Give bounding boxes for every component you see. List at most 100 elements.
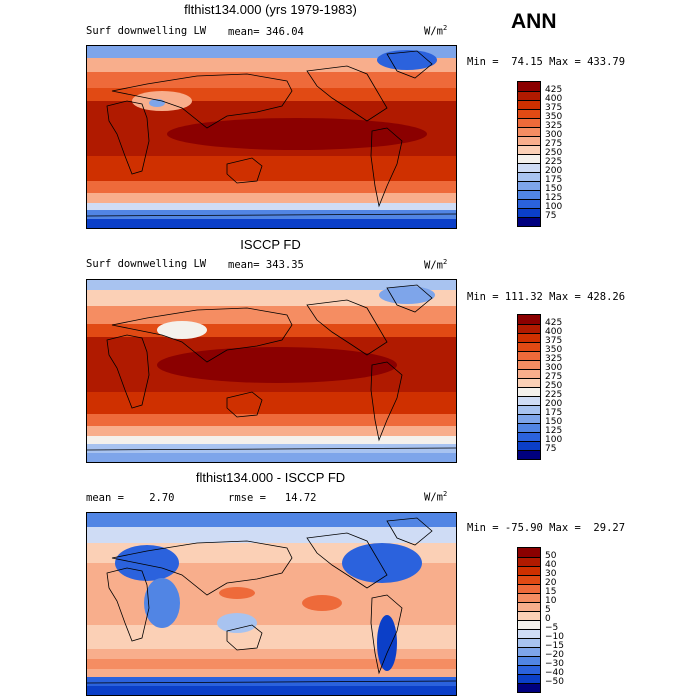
colorbar-separator <box>518 450 540 451</box>
colorbar-tick-label: 175 <box>545 174 563 185</box>
colorbar-box <box>518 557 540 566</box>
colorbar-tick-label: 50 <box>545 550 557 561</box>
colorbar-tick-label: 200 <box>545 398 563 409</box>
panel2-title: ISCCP FD <box>240 237 301 252</box>
colorbar-box <box>518 647 540 656</box>
colorbar-separator <box>518 324 540 325</box>
colorbar-box <box>518 432 540 441</box>
colorbar-tick-label: 375 <box>545 335 563 346</box>
colorbar-tick-label: 175 <box>545 407 563 418</box>
colorbar-box <box>518 405 540 414</box>
colorbar-tick-label: 0 <box>545 613 551 624</box>
colorbar-box <box>518 611 540 620</box>
colorbar-tick-label: 20 <box>545 577 557 588</box>
colorbar-tick-label: 100 <box>545 434 563 445</box>
colorbar-separator <box>518 378 540 379</box>
colorbar-tick-label: 40 <box>545 559 557 570</box>
colorbar-separator <box>518 136 540 137</box>
colorbar-separator <box>518 656 540 657</box>
colorbar-separator <box>518 620 540 621</box>
colorbar-tick-label: 100 <box>545 201 563 212</box>
colorbar-box <box>518 450 540 459</box>
panel2-mean: mean= 343.35 <box>228 259 304 271</box>
colorbar-box <box>518 396 540 405</box>
colorbar-separator <box>518 360 540 361</box>
panel2-map <box>86 279 457 463</box>
colorbar-box <box>518 109 540 118</box>
colorbar-box <box>518 674 540 683</box>
colorbar-separator <box>518 190 540 191</box>
panel1-minmax: Min = 74.15 Max = 433.79 <box>467 56 626 68</box>
colorbar-tick-label: −50 <box>545 676 564 687</box>
panel2-minmax: Min = 111.32 Max = 428.26 <box>467 291 626 303</box>
colorbar-tick-label: 10 <box>545 595 557 606</box>
colorbar-box <box>518 199 540 208</box>
colorbar-separator <box>518 638 540 639</box>
colorbar-tick-label: −15 <box>545 640 564 651</box>
panel1-map <box>86 45 457 229</box>
colorbar-separator <box>518 109 540 110</box>
panel3-map <box>86 512 457 696</box>
colorbar-separator <box>518 333 540 334</box>
colorbar-tick-label: −20 <box>545 649 564 660</box>
colorbar-tick-label: −40 <box>545 667 564 678</box>
colorbar-separator <box>518 584 540 585</box>
colorbar-separator <box>518 611 540 612</box>
colorbar-box <box>518 414 540 423</box>
colorbar-tick-label: 400 <box>545 93 563 104</box>
colorbar-separator <box>518 100 540 101</box>
season-label: ANN <box>511 10 557 33</box>
colorbar-box <box>518 324 540 333</box>
colorbar-separator <box>518 127 540 128</box>
colorbar-box <box>518 378 540 387</box>
colorbar-tick-label: 300 <box>545 362 563 373</box>
colorbar-box <box>518 369 540 378</box>
colorbar-tick-label: −5 <box>545 622 559 633</box>
panel2-units: W/m2 <box>424 258 448 272</box>
colorbar-separator <box>518 163 540 164</box>
colorbar-separator <box>518 665 540 666</box>
colorbar-separator <box>518 387 540 388</box>
panel1-variable: Surf downwelling LW <box>86 25 207 37</box>
colorbar-box <box>518 387 540 396</box>
colorbar-separator <box>518 405 540 406</box>
panel2-colorbar-labels: 425 400 375 350 325 300 275 250 225 200 175 150 125 1… <box>545 314 585 458</box>
colorbar-separator <box>518 423 540 424</box>
colorbar-box <box>518 342 540 351</box>
colorbar-separator <box>518 566 540 567</box>
panel3-colorbar <box>517 547 541 693</box>
colorbar-tick-label: 325 <box>545 353 563 364</box>
colorbar-box <box>518 360 540 369</box>
colorbar-tick-label: 300 <box>545 129 563 140</box>
colorbar-tick-label: 275 <box>545 371 563 382</box>
colorbar-tick-label: −30 <box>545 658 564 669</box>
colorbar-separator <box>518 118 540 119</box>
colorbar-tick-label: 325 <box>545 120 563 131</box>
panel3-colorbar-labels: 50 40 30 20 15 10 5 0 −5 −10 −15 −20 −30 −40 −50 <box>545 547 585 691</box>
colorbar-box <box>518 208 540 217</box>
colorbar-box <box>518 315 540 324</box>
colorbar-box <box>518 602 540 611</box>
colorbar-box <box>518 217 540 226</box>
colorbar-tick-label: 75 <box>545 210 557 221</box>
colorbar-box <box>518 154 540 163</box>
colorbar-box <box>518 441 540 450</box>
colorbar-box <box>518 656 540 665</box>
colorbar-separator <box>518 414 540 415</box>
colorbar-box <box>518 136 540 145</box>
colorbar-box <box>518 423 540 432</box>
colorbar-tick-label: 375 <box>545 102 563 113</box>
colorbar-separator <box>518 145 540 146</box>
colorbar-separator <box>518 441 540 442</box>
colorbar-box <box>518 82 540 91</box>
colorbar-separator <box>518 369 540 370</box>
colorbar-tick-label: 350 <box>545 344 563 355</box>
colorbar-box <box>518 190 540 199</box>
panel3-title: flthist134.000 - ISCCP FD <box>195 470 346 485</box>
colorbar-box <box>518 665 540 674</box>
colorbar-box <box>518 584 540 593</box>
colorbar-separator <box>518 629 540 630</box>
colorbar-box <box>518 683 540 692</box>
colorbar-tick-label: −10 <box>545 631 564 642</box>
colorbar-separator <box>518 396 540 397</box>
